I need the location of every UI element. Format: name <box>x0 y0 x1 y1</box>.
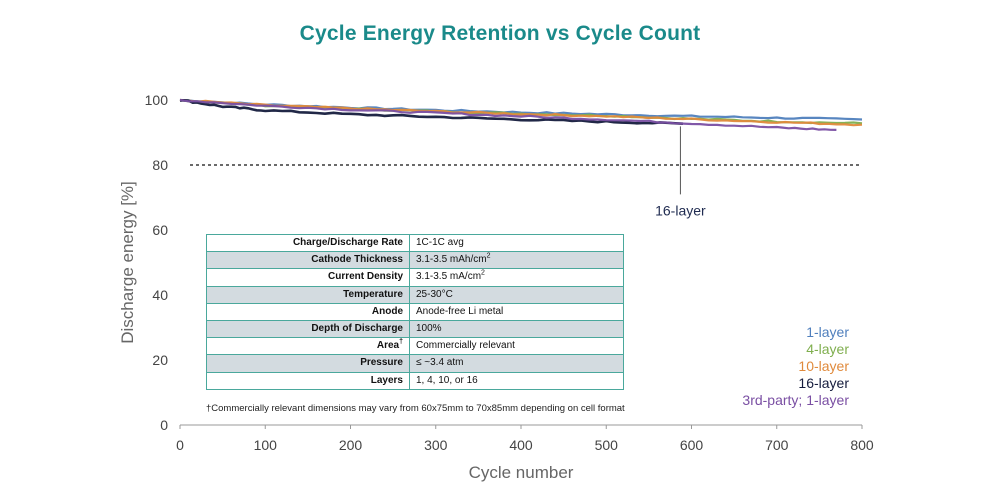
table-value: 1, 4, 10, or 16 <box>409 371 624 390</box>
table-row: Current Density 3.1-3.5 mA/cm2 <box>206 268 624 287</box>
x-tick-label: 0 <box>176 437 184 453</box>
table-key: Current Density <box>206 268 410 287</box>
table-key: Pressure <box>206 354 410 373</box>
y-axis-ticks: 0 20 40 60 80 100 <box>145 92 169 433</box>
table-footnote: †Commercially relevant dimensions may va… <box>206 403 625 414</box>
table-row: Anode Anode-free Li metal <box>206 302 624 321</box>
table-row: Layers 1, 4, 10, or 16 <box>206 371 624 390</box>
legend-item-16-layer: 16-layer <box>798 375 849 391</box>
table-value: 25-30°C <box>409 285 624 304</box>
x-tick-label: 700 <box>765 437 789 453</box>
x-tick-label: 300 <box>424 437 448 453</box>
series-layer <box>179 98 863 131</box>
table-value: 3.1-3.5 mAh/cm2 <box>409 251 624 270</box>
legend-item-10-layer: 10-layer <box>798 358 849 374</box>
legend-item-3rd-party-1-layer: 3rd-party; 1-layer <box>742 392 849 408</box>
table-key: Anode <box>206 302 410 321</box>
table-row: Charge/Discharge Rate 1C-1C avg <box>206 233 624 253</box>
table-row: Pressure ≤ ~3.4 atm <box>206 354 624 373</box>
x-tick-label: 500 <box>595 437 619 453</box>
x-axis-title: Cycle number <box>469 463 574 482</box>
x-tick-label: 400 <box>509 437 533 453</box>
y-tick-label: 100 <box>145 92 169 108</box>
y-tick-label: 80 <box>152 157 168 173</box>
x-tick-label: 200 <box>339 437 363 453</box>
table-key: Temperature <box>206 285 410 304</box>
series-line-10-layer <box>179 98 863 127</box>
table-value: 3.1-3.5 mA/cm2 <box>409 268 624 287</box>
table-key: Layers <box>206 371 410 390</box>
table-row: Cathode Thickness 3.1-3.5 mAh/cm2 <box>206 251 624 270</box>
y-tick-label: 20 <box>152 352 168 368</box>
table-value: ≤ ~3.4 atm <box>409 354 624 373</box>
series-line-3rd-party-1-layer <box>179 98 837 131</box>
x-tick-label: 600 <box>680 437 704 453</box>
y-tick-label: 0 <box>160 417 168 433</box>
series-line-16-layer <box>179 99 684 125</box>
annotation-16-layer: 16-layer <box>655 202 706 218</box>
legend-item-4-layer: 4-layer <box>806 341 849 357</box>
x-tick-label: 800 <box>850 437 874 453</box>
table-row: Depth of Discharge 100% <box>206 319 624 339</box>
table-row: Temperature 25-30°C <box>206 285 624 304</box>
legend-item-1-layer: 1-layer <box>806 324 849 340</box>
table-key: Area† <box>206 337 410 356</box>
table-key: Charge/Discharge Rate <box>206 233 410 253</box>
x-tick-label: 100 <box>254 437 278 453</box>
legend: 1-layer4-layer10-layer16-layer3rd-party;… <box>742 324 849 408</box>
table-row: Area† Commercially relevant <box>206 337 624 356</box>
y-tick-label: 40 <box>152 287 168 303</box>
x-axis-ticks: 0 100 200 300 400 500 600 700 800 <box>176 425 874 453</box>
y-axis-title: Discharge energy [%] <box>118 181 137 344</box>
table-value: Commercially relevant <box>409 337 624 356</box>
test-conditions-table: Charge/Discharge Rate 1C-1C avg Cathode Th… <box>206 233 624 390</box>
table-key: Cathode Thickness <box>206 251 410 270</box>
y-tick-label: 60 <box>152 222 168 238</box>
table-key: Depth of Discharge <box>206 319 410 339</box>
table-value: 100% <box>409 319 624 339</box>
chart-title: Cycle Energy Retention vs Cycle Count <box>299 22 701 45</box>
table-value: 1C-1C avg <box>409 233 624 253</box>
table-value: Anode-free Li metal <box>409 302 624 321</box>
